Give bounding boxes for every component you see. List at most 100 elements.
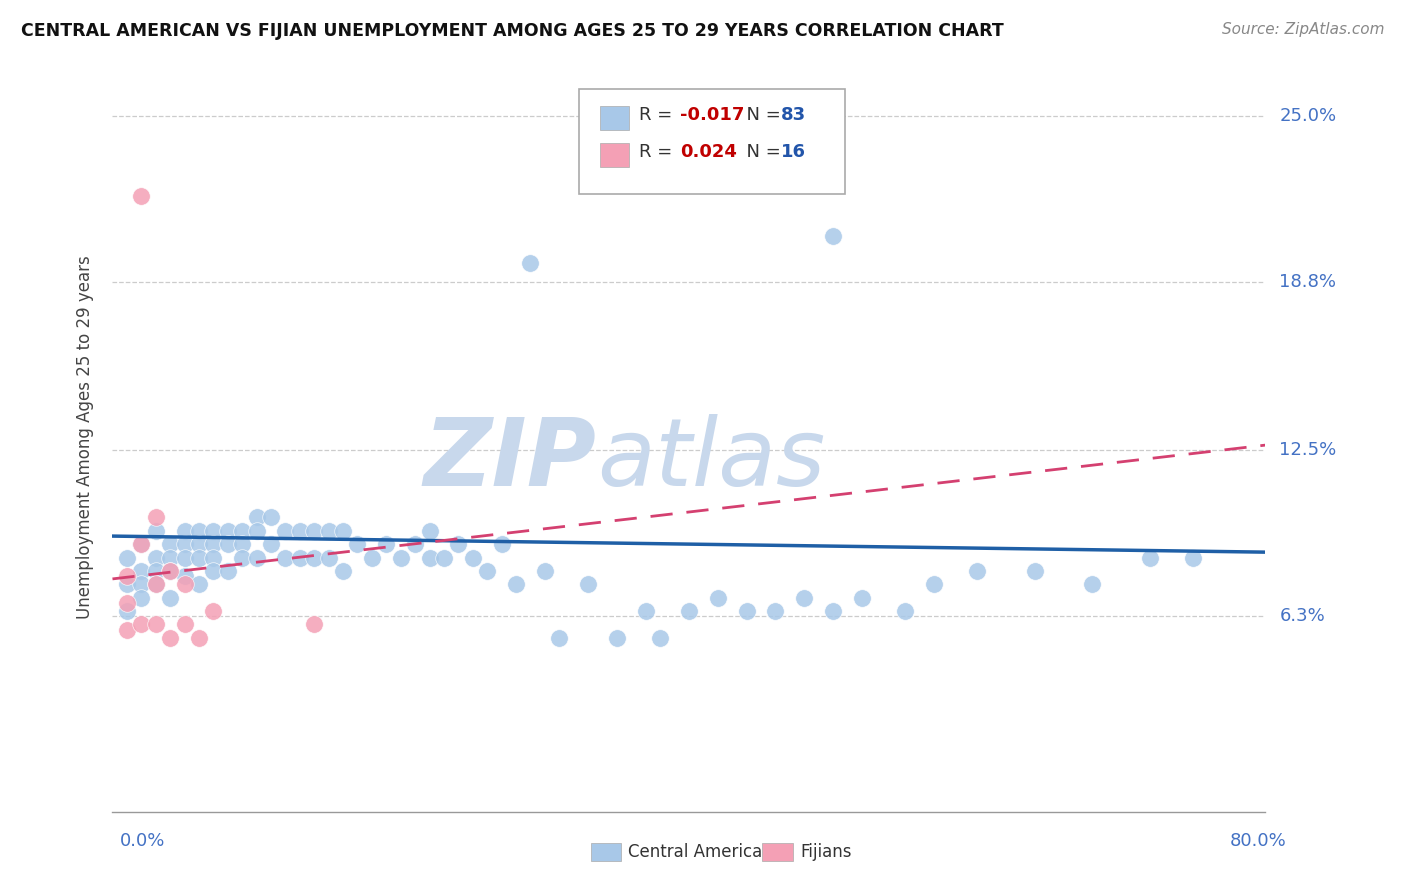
- Text: 83: 83: [782, 106, 806, 124]
- Point: [173, 537, 195, 551]
- Point: [404, 537, 426, 551]
- Point: [534, 564, 557, 578]
- Text: 6.3%: 6.3%: [1279, 607, 1324, 625]
- Point: [173, 524, 195, 538]
- Point: [145, 510, 167, 524]
- Point: [246, 550, 269, 565]
- Point: [1081, 577, 1104, 591]
- Point: [260, 510, 283, 524]
- Point: [389, 550, 412, 565]
- Point: [505, 577, 527, 591]
- Point: [115, 596, 138, 610]
- Point: [115, 577, 138, 591]
- Point: [360, 550, 382, 565]
- Point: [129, 617, 153, 632]
- Text: 16: 16: [782, 144, 806, 161]
- Text: N =: N =: [735, 144, 786, 161]
- Text: CENTRAL AMERICAN VS FIJIAN UNEMPLOYMENT AMONG AGES 25 TO 29 YEARS CORRELATION CH: CENTRAL AMERICAN VS FIJIAN UNEMPLOYMENT …: [21, 22, 1004, 40]
- Point: [188, 631, 211, 645]
- FancyBboxPatch shape: [600, 106, 628, 130]
- Point: [274, 524, 297, 538]
- Point: [966, 564, 988, 578]
- Point: [821, 229, 844, 244]
- Point: [115, 550, 138, 565]
- Point: [159, 550, 181, 565]
- Point: [260, 537, 283, 551]
- Point: [217, 537, 239, 551]
- Point: [129, 564, 153, 578]
- Point: [318, 524, 340, 538]
- Point: [419, 524, 441, 538]
- Point: [304, 524, 326, 538]
- Point: [821, 604, 844, 618]
- Text: ZIP: ZIP: [423, 414, 596, 506]
- Text: N =: N =: [735, 106, 786, 124]
- Point: [115, 623, 138, 637]
- Text: Central Americans: Central Americans: [628, 843, 782, 861]
- Point: [145, 524, 167, 538]
- Point: [129, 537, 153, 551]
- Point: [202, 604, 225, 618]
- Point: [765, 604, 787, 618]
- Point: [894, 604, 917, 618]
- Point: [1182, 550, 1205, 565]
- Point: [173, 577, 195, 591]
- FancyBboxPatch shape: [600, 144, 628, 168]
- Point: [1139, 550, 1161, 565]
- Point: [173, 550, 195, 565]
- Text: 0.0%: 0.0%: [120, 831, 165, 849]
- Point: [246, 510, 269, 524]
- Point: [332, 564, 354, 578]
- Point: [145, 577, 167, 591]
- Y-axis label: Unemployment Among Ages 25 to 29 years: Unemployment Among Ages 25 to 29 years: [76, 255, 94, 619]
- Point: [159, 591, 181, 605]
- FancyBboxPatch shape: [579, 88, 845, 194]
- Text: Fijians: Fijians: [800, 843, 852, 861]
- Point: [159, 564, 181, 578]
- Point: [274, 550, 297, 565]
- Text: 18.8%: 18.8%: [1279, 273, 1336, 291]
- Text: R =: R =: [640, 106, 678, 124]
- Point: [129, 577, 153, 591]
- Text: R =: R =: [640, 144, 685, 161]
- Point: [447, 537, 470, 551]
- Text: atlas: atlas: [596, 414, 825, 505]
- Point: [159, 631, 181, 645]
- Point: [922, 577, 945, 591]
- Point: [1024, 564, 1046, 578]
- Point: [461, 550, 484, 565]
- Text: 80.0%: 80.0%: [1230, 831, 1286, 849]
- Point: [735, 604, 758, 618]
- Text: Source: ZipAtlas.com: Source: ZipAtlas.com: [1222, 22, 1385, 37]
- Point: [346, 537, 368, 551]
- Point: [433, 550, 456, 565]
- Text: 0.024: 0.024: [679, 144, 737, 161]
- Point: [217, 524, 239, 538]
- Point: [188, 537, 211, 551]
- Text: 12.5%: 12.5%: [1279, 442, 1337, 459]
- Point: [231, 537, 253, 551]
- Point: [202, 564, 225, 578]
- Point: [188, 524, 211, 538]
- Point: [202, 550, 225, 565]
- Point: [231, 524, 253, 538]
- Point: [419, 550, 441, 565]
- Point: [304, 550, 326, 565]
- Point: [159, 564, 181, 578]
- Point: [576, 577, 599, 591]
- Point: [678, 604, 700, 618]
- Point: [491, 537, 513, 551]
- Point: [173, 617, 195, 632]
- Point: [145, 564, 167, 578]
- Point: [129, 591, 153, 605]
- Point: [145, 617, 167, 632]
- Point: [288, 550, 311, 565]
- Point: [475, 564, 499, 578]
- Point: [231, 550, 253, 565]
- Point: [288, 524, 311, 538]
- Point: [129, 537, 153, 551]
- Point: [851, 591, 873, 605]
- Point: [188, 550, 211, 565]
- Point: [159, 537, 181, 551]
- Point: [548, 631, 571, 645]
